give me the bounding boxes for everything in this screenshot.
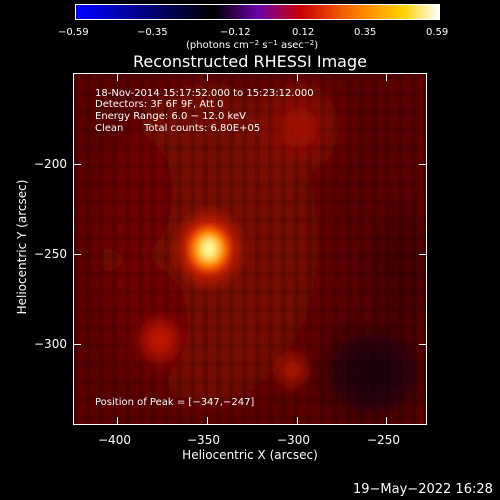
x-tick-mark-4t [386, 73, 387, 81]
y-tick-mark-2r [419, 254, 427, 255]
info-clean: Clean [95, 123, 124, 134]
x-tick-mark-4 [386, 417, 387, 425]
x-tick-mark-1 [117, 417, 118, 425]
colorbar-tick-4: 0.12 [292, 27, 315, 38]
x-tick-mark-2t [207, 73, 208, 81]
colorbar [75, 4, 440, 20]
image-frame [73, 73, 427, 425]
x-tick-mark-1t [117, 73, 118, 81]
x-tick-label-1: −400 [98, 433, 131, 447]
colorbar-tick-5: 0.35 [354, 27, 377, 38]
x-tick-label-2: −350 [187, 433, 220, 447]
info-time-range: 18-Nov-2014 15:17:52.000 to 15:23:12.000 [95, 88, 314, 99]
colorbar-tick-2: −0.35 [137, 27, 168, 38]
colorbar-tick-3: −0.12 [220, 27, 251, 38]
x-tick-mark-2 [207, 417, 208, 425]
info-total-counts: Total counts: 6.80E+05 [144, 123, 261, 134]
colorbar-tick-6: 0.59 [426, 27, 449, 38]
info-peak-position: Position of Peak = [−347,−247] [95, 397, 255, 408]
info-detectors: Detectors: 3F 6F 9F, Att 0 [95, 99, 224, 110]
y-tick-mark-2 [73, 254, 81, 255]
x-tick-label-4: −250 [367, 433, 400, 447]
y-axis-label: Heliocentric Y (arcsec) [15, 179, 29, 315]
y-tick-label-1: −200 [34, 157, 67, 171]
y-tick-mark-1 [73, 164, 81, 165]
colorbar-tick-1: −0.59 [58, 27, 89, 38]
y-tick-label-2: −250 [34, 247, 67, 261]
x-tick-mark-3 [297, 417, 298, 425]
image-title: Reconstructed RHESSI Image [133, 52, 367, 71]
x-axis-label: Heliocentric X (arcsec) [182, 448, 318, 462]
x-tick-label-3: −300 [277, 433, 310, 447]
y-tick-mark-3 [73, 344, 81, 345]
footer-timestamp: 19−May−2022 16:28 [353, 482, 493, 497]
rhessi-image [73, 73, 427, 425]
y-tick-mark-3r [419, 344, 427, 345]
x-tick-mark-3t [297, 73, 298, 81]
info-energy-range: Energy Range: 6.0 − 12.0 keV [95, 111, 246, 122]
colorbar-units-label: (photons cm−2 s−1 asec−2) [186, 39, 319, 51]
y-tick-label-3: −300 [34, 337, 67, 351]
y-tick-mark-1r [419, 164, 427, 165]
